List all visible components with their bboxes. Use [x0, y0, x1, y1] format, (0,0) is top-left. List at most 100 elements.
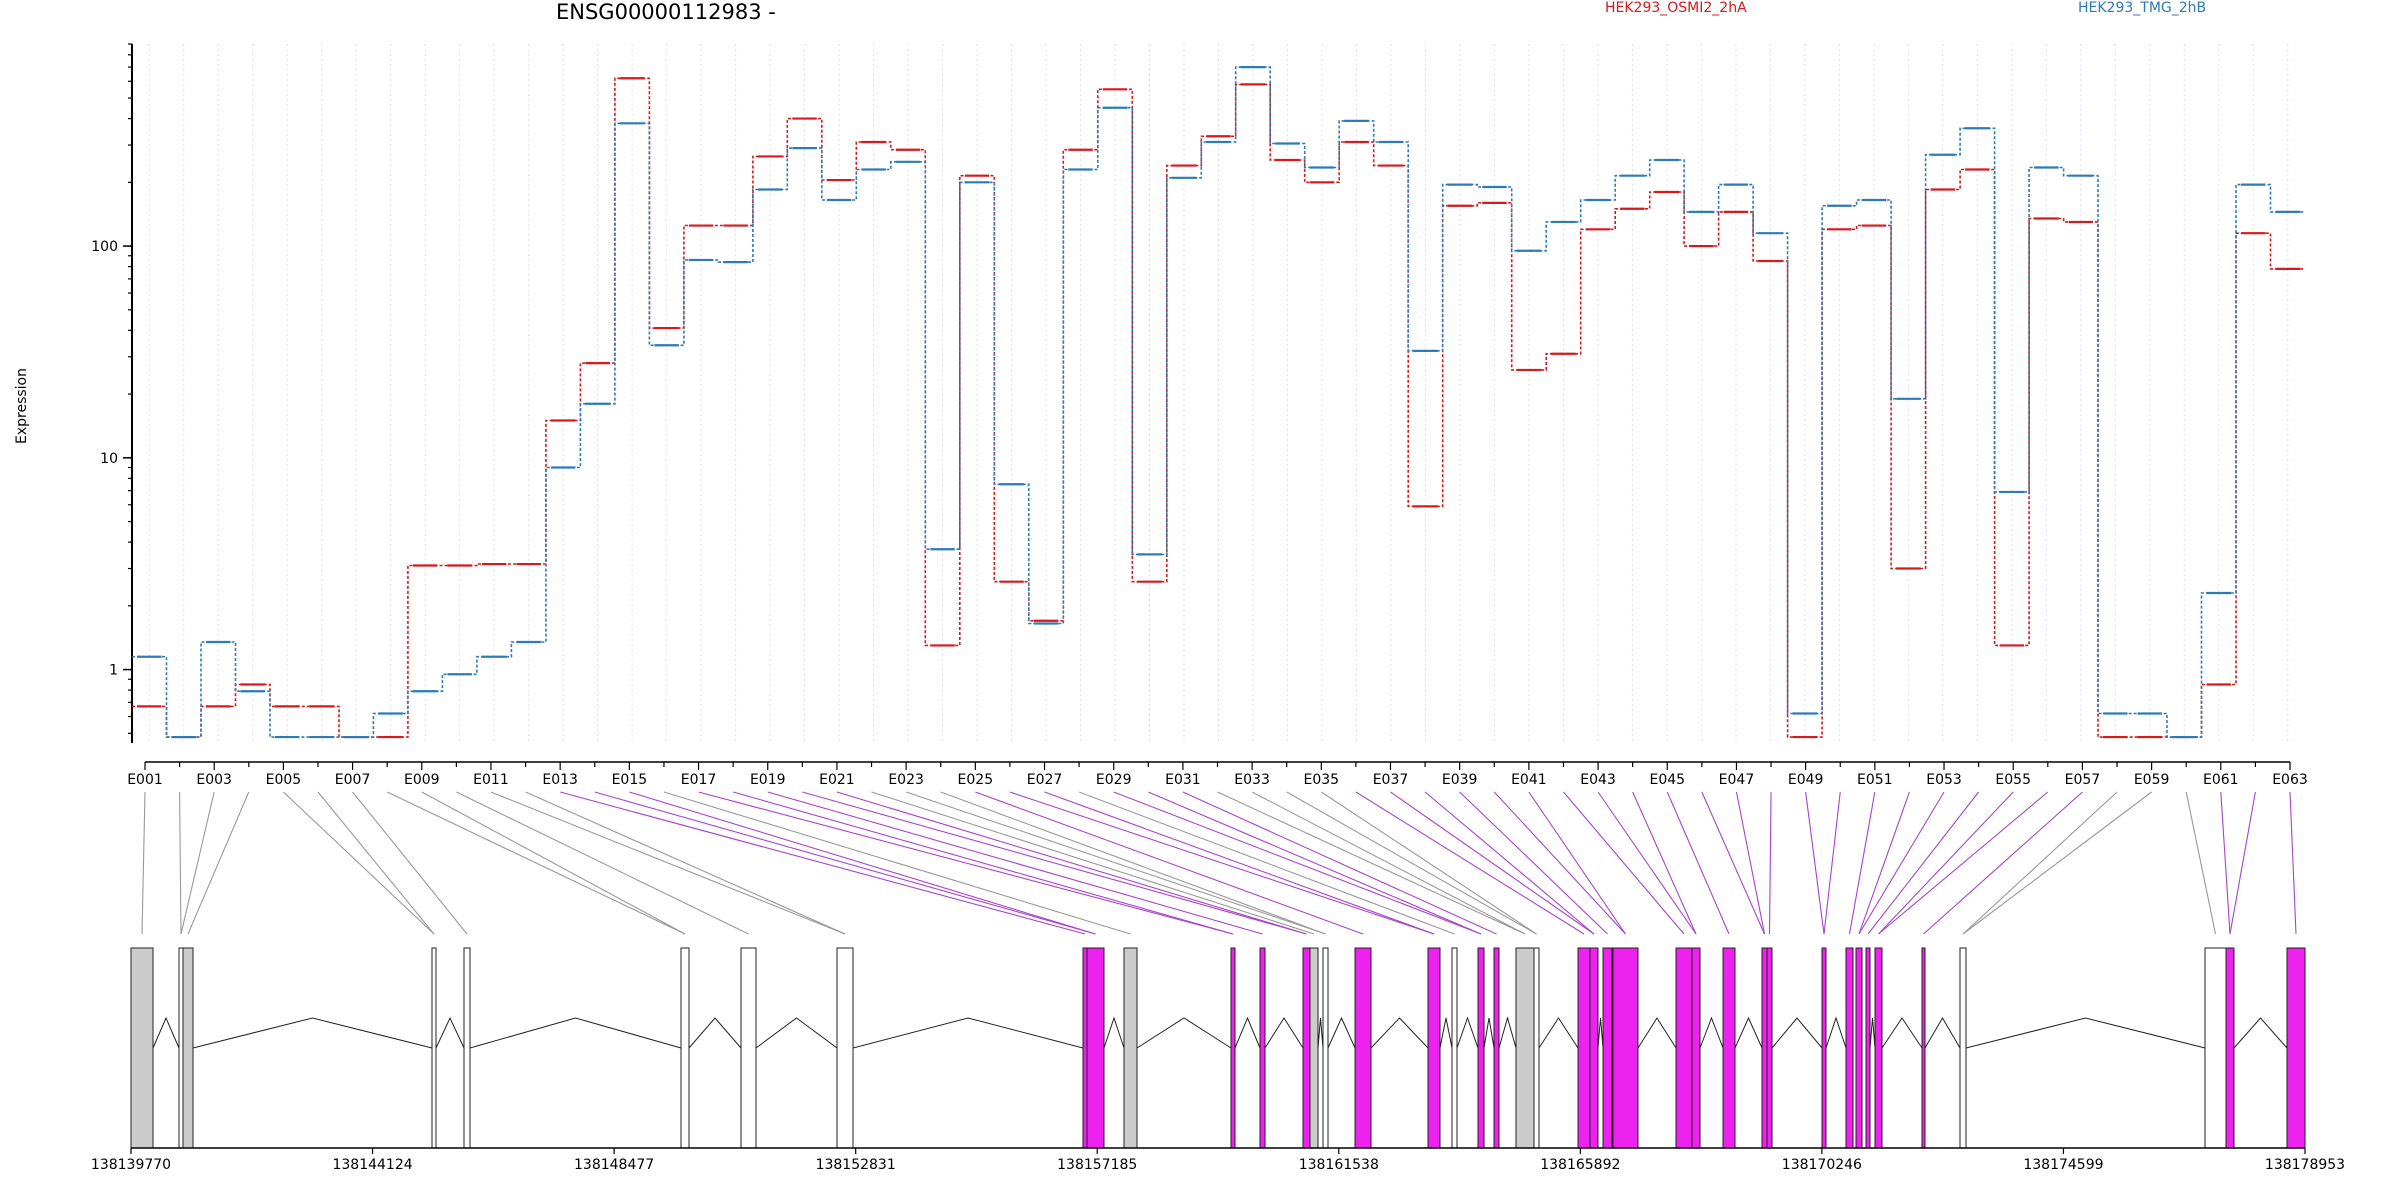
exon-block: [1691, 947, 1701, 1149]
exon-connector: [141, 791, 146, 935]
exon-block: [1675, 947, 1693, 1149]
gene-title: ENSG00000112983 -: [556, 0, 776, 24]
exon-connector: [698, 791, 1234, 935]
y-tick-label: 100: [91, 239, 118, 255]
exon-connector: [1878, 791, 2049, 935]
exon-connector: [2185, 791, 2217, 935]
x-tick-label: E017: [681, 772, 717, 788]
genomic-tick-label: 138139770: [91, 1157, 171, 1173]
exon-connector: [1805, 791, 1825, 935]
intron-line: [1456, 1016, 1479, 1049]
x-tick-label: E051: [1857, 772, 1893, 788]
legend-entry-osmi2: HEK293_OSMI2_2hA: [1605, 0, 1747, 16]
exon-block: [1921, 947, 1926, 1149]
series-line-0: [132, 77, 2305, 738]
exon-block: [1821, 947, 1827, 1149]
x-tick-label: E023: [888, 772, 924, 788]
x-tick-label: E011: [473, 772, 509, 788]
exon-connector: [2289, 791, 2297, 935]
exon-block: [1722, 947, 1736, 1149]
exon-block: [836, 947, 854, 1149]
exon-connector: [732, 791, 1234, 935]
exon-connector: [1666, 791, 1730, 935]
intron-line: [1317, 1017, 1324, 1049]
genomic-tick-label: 138157185: [1057, 1157, 1137, 1173]
exon-connector: [663, 791, 1131, 935]
exon-block: [1602, 947, 1613, 1149]
exon-connector: [560, 791, 1086, 935]
genomic-tick-label: 138144124: [332, 1157, 412, 1173]
x-tick-label: E047: [1719, 772, 1755, 788]
intron-line: [852, 1017, 1084, 1049]
x-tick-label: E059: [2134, 772, 2170, 788]
x-tick-label: E037: [1373, 772, 1409, 788]
exon-connector: [421, 791, 686, 935]
exon-connector: [317, 791, 435, 935]
exon-connector: [975, 791, 1364, 935]
exon-connector: [1858, 791, 1910, 935]
intron-line: [1264, 1017, 1304, 1049]
exon-connector: [1768, 791, 1772, 935]
exon-block: [130, 947, 154, 1149]
exon-connector: [1597, 791, 1697, 935]
exon-connector: [2229, 791, 2256, 935]
intron-line: [1965, 1017, 2206, 1049]
intron-line: [1825, 1016, 1847, 1049]
exon-connector: [180, 791, 215, 935]
exon-block: [1959, 947, 1967, 1149]
exon-connector: [802, 791, 1307, 935]
exon-block: [1515, 947, 1535, 1149]
intron-line: [755, 1017, 838, 1049]
exon-block: [1082, 947, 1088, 1149]
exon-block: [1612, 947, 1639, 1149]
intron-line: [1924, 1017, 1961, 1049]
exon-connector: [1182, 791, 1497, 935]
exon-connector: [1823, 791, 1841, 935]
exon-block: [740, 947, 757, 1149]
exon-block: [1230, 947, 1236, 1149]
y-tick-label: 10: [100, 451, 118, 467]
exon-connector: [1286, 791, 1537, 935]
exon-connector: [1735, 791, 1766, 935]
exon-block: [182, 947, 194, 1149]
intron-line: [1483, 1017, 1495, 1049]
x-tick-label: E035: [1304, 772, 1340, 788]
exon-connector: [1113, 791, 1482, 935]
x-tick-label: E021: [819, 772, 855, 788]
exon-block: [1302, 947, 1311, 1149]
x-tick-label: E063: [2272, 772, 2308, 788]
x-tick-label: E031: [1165, 772, 1201, 788]
intron-line: [192, 1017, 433, 1049]
exon-connector: [1148, 791, 1482, 935]
exon-block: [1123, 947, 1138, 1149]
exon-block: [178, 947, 184, 1149]
x-tick-label: E005: [266, 772, 302, 788]
x-tick-label: E027: [1027, 772, 1063, 788]
x-tick-label: E061: [2203, 772, 2239, 788]
exon-block: [431, 947, 437, 1149]
exon-block: [1874, 947, 1883, 1149]
x-tick-label: E055: [1995, 772, 2031, 788]
exon-block: [1855, 947, 1863, 1149]
intron-line: [2233, 1017, 2288, 1049]
exon-connector: [1632, 791, 1697, 935]
x-tick-label: E009: [404, 772, 440, 788]
exon-block: [1354, 947, 1372, 1149]
intron-line: [152, 1016, 180, 1049]
exon-connector: [1355, 791, 1585, 935]
intron-line: [1234, 1016, 1261, 1049]
genomic-tick-label: 138165892: [1540, 1157, 1620, 1173]
x-tick-label: E019: [750, 772, 786, 788]
exon-connector: [1923, 791, 2083, 935]
exon-block: [1451, 947, 1458, 1149]
exon-connector: [386, 791, 686, 935]
x-tick-label: E043: [1580, 772, 1616, 788]
x-tick-label: E003: [196, 772, 232, 788]
exon-block: [463, 947, 471, 1149]
intron-line: [435, 1016, 465, 1049]
exon-connector: [1563, 791, 1685, 935]
exon-block: [2204, 947, 2227, 1149]
exon-connector: [490, 791, 846, 935]
legend-entry-tmg: HEK293_TMG_2hB: [2078, 0, 2207, 16]
